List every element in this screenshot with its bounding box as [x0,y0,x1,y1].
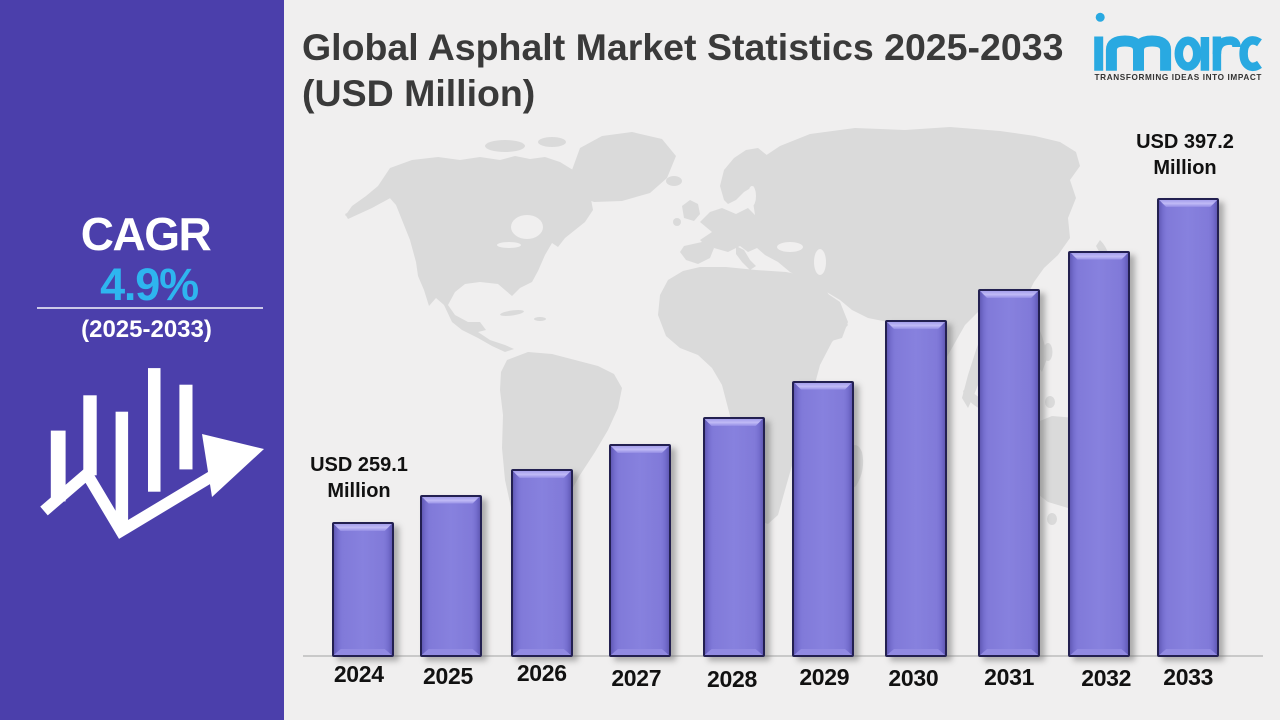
svg-text:TRANSFORMING IDEAS INTO IMPACT: TRANSFORMING IDEAS INTO IMPACT [1095,73,1263,82]
